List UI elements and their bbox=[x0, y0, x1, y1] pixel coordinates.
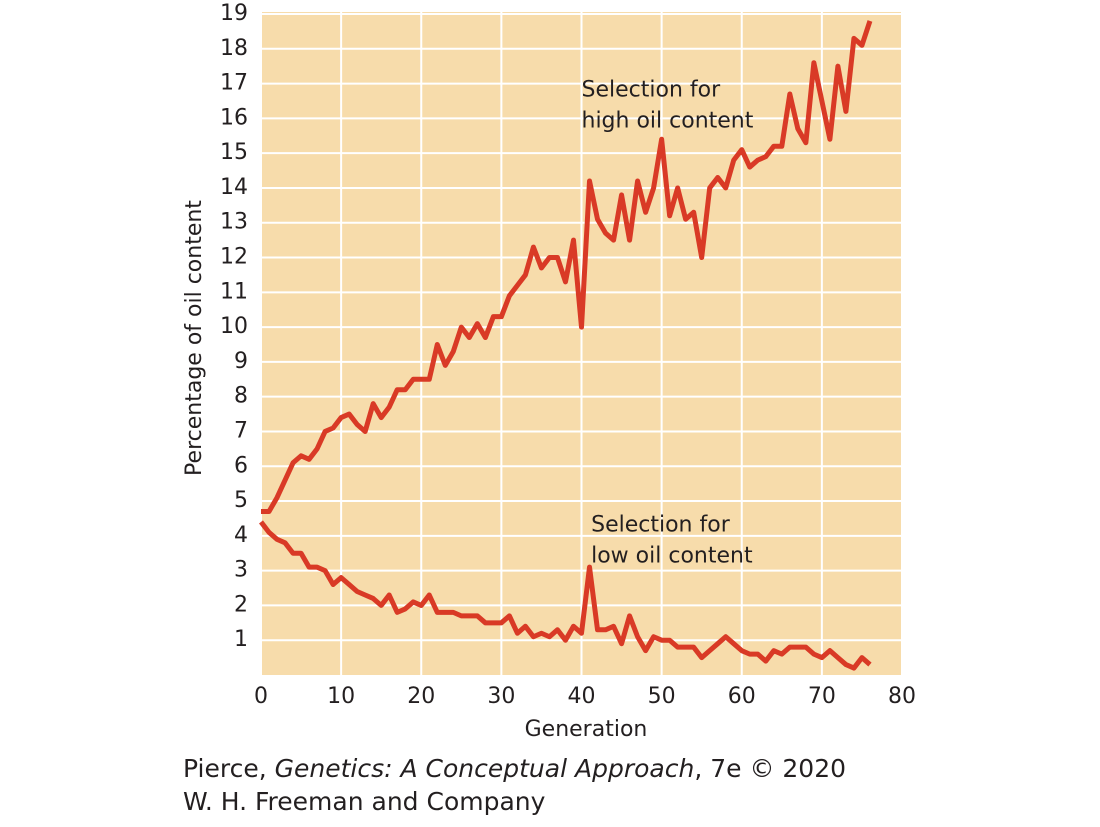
annotation: Selection for bbox=[582, 78, 722, 103]
caption: W. H. Freeman and Company bbox=[183, 787, 546, 816]
y-tick-label: 1 bbox=[234, 627, 248, 652]
data-line bbox=[261, 20, 873, 514]
caption-part: , 7e © 2020 bbox=[694, 754, 846, 783]
caption-part: Pierce, bbox=[183, 754, 275, 783]
plot bbox=[259, 12, 903, 675]
y-tick-label: 11 bbox=[220, 279, 248, 304]
y-axis-label: Percentage of oil content bbox=[182, 200, 207, 476]
y-tick-label: 8 bbox=[234, 384, 248, 409]
x-tick-label: 20 bbox=[407, 684, 435, 709]
y-tick-label: 17 bbox=[220, 71, 248, 96]
y-tick-label: 3 bbox=[234, 558, 248, 583]
y-tick-label: 9 bbox=[234, 349, 248, 374]
caption: Pierce, Genetics: A Conceptual Approach,… bbox=[183, 754, 846, 783]
y-tick-label: 14 bbox=[220, 175, 248, 200]
annotation: low oil content bbox=[591, 543, 753, 568]
data-line bbox=[259, 520, 872, 671]
x-tick-label: 30 bbox=[487, 684, 515, 709]
y-tick-label: 4 bbox=[234, 523, 248, 548]
x-tick-label: 80 bbox=[888, 684, 916, 709]
x-axis-label: Generation bbox=[525, 717, 648, 742]
y-tick-label: 12 bbox=[220, 245, 248, 270]
annotation: Selection for bbox=[591, 512, 731, 537]
x-tick-label: 0 bbox=[254, 684, 268, 709]
x-tick-label: 10 bbox=[327, 684, 355, 709]
y-tick-label: 6 bbox=[234, 453, 248, 478]
caption-part: Genetics: A Conceptual Approach bbox=[275, 754, 695, 783]
y-tick-label: 13 bbox=[220, 210, 248, 235]
y-tick-label: 16 bbox=[220, 105, 248, 130]
x-tick-label: 60 bbox=[728, 684, 756, 709]
x-tick-label: 50 bbox=[648, 684, 676, 709]
y-tick-label: 15 bbox=[220, 140, 248, 165]
x-tick-label: 40 bbox=[568, 684, 596, 709]
y-tick-label: 18 bbox=[220, 36, 248, 61]
y-tick-label: 7 bbox=[234, 418, 248, 443]
y-tick-label: 5 bbox=[234, 488, 248, 513]
x-tick-label: 70 bbox=[808, 684, 836, 709]
y-tick-label: 10 bbox=[220, 314, 248, 339]
y-tick-label: 19 bbox=[220, 1, 248, 26]
y-tick-label: 2 bbox=[234, 592, 248, 617]
annotation: high oil content bbox=[582, 109, 754, 134]
